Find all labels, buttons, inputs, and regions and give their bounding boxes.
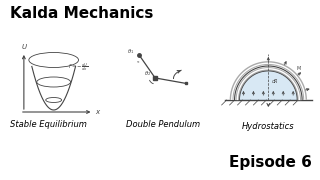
Text: x: x [95, 109, 100, 115]
Text: M: M [296, 66, 300, 71]
Text: $F\!=\!-\!\frac{dU}{dx}$: $F\!=\!-\!\frac{dU}{dx}$ [68, 61, 88, 73]
Text: Kalda Mechanics: Kalda Mechanics [10, 6, 153, 21]
Polygon shape [235, 66, 302, 100]
Text: Double Pendulum: Double Pendulum [126, 120, 200, 129]
Text: Episode 6: Episode 6 [229, 154, 312, 170]
Text: Hydrostatics: Hydrostatics [242, 122, 295, 131]
Text: dR: dR [271, 79, 278, 84]
Text: Stable Equilibrium: Stable Equilibrium [10, 120, 87, 129]
Text: $\theta_2$: $\theta_2$ [144, 69, 151, 78]
Text: $\theta_1$: $\theta_1$ [127, 47, 134, 56]
Text: U: U [22, 44, 27, 50]
